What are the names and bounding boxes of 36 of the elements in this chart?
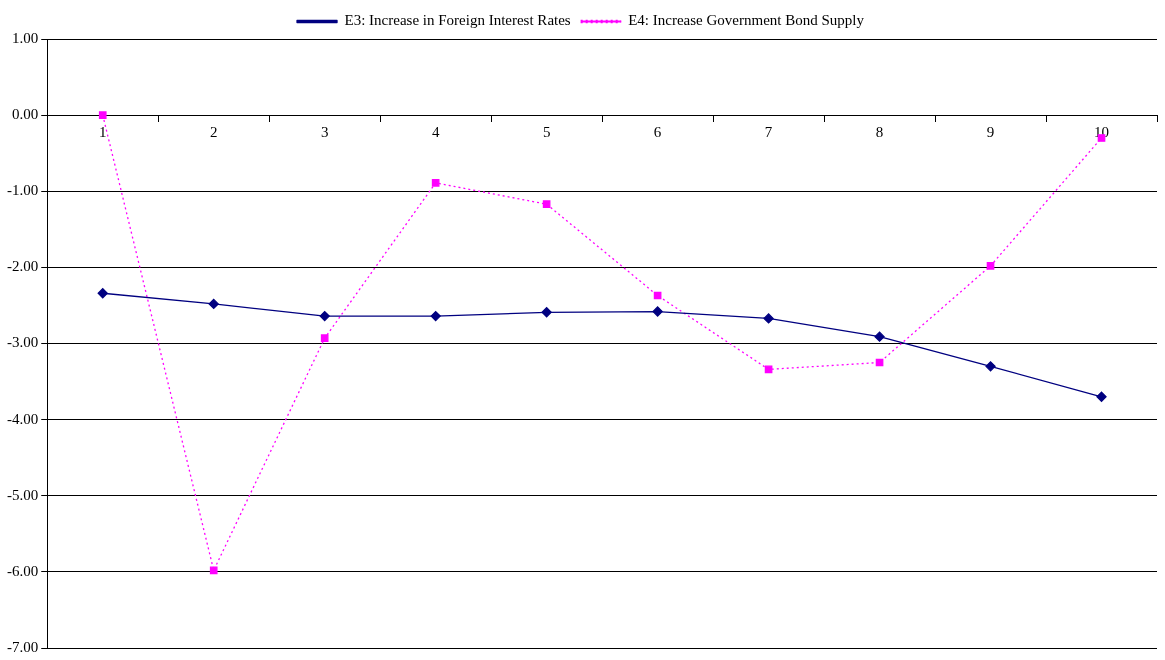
point xyxy=(1096,391,1107,402)
point xyxy=(542,200,551,209)
y-tick-label: -4.00 xyxy=(7,410,39,427)
point xyxy=(652,306,663,317)
legend-label: E3: Increase in Foreign Interest Rates xyxy=(344,12,571,29)
y-tick-label: -1.00 xyxy=(7,182,39,199)
x-tick-label: 2 xyxy=(209,124,218,141)
x-tick-label: 8 xyxy=(875,124,884,141)
point xyxy=(320,334,329,342)
point xyxy=(97,288,108,299)
x-tick-label: 6 xyxy=(653,124,662,141)
x-tick-label: 9 xyxy=(986,124,995,141)
point xyxy=(430,310,441,322)
y-tick-label: -7.00 xyxy=(7,638,39,655)
y-tick-label: -6.00 xyxy=(7,562,39,579)
point xyxy=(985,361,996,372)
legend-label: E4: Increase Government Bond Supply xyxy=(628,12,865,29)
point xyxy=(431,179,440,187)
point xyxy=(208,298,219,310)
x-tick-label: 1 xyxy=(98,124,107,141)
point xyxy=(986,262,995,270)
y-tick-label: 1.00 xyxy=(12,29,39,46)
y-tick-label: -2.00 xyxy=(7,258,39,275)
point xyxy=(874,331,885,342)
y-tick-label: -5.00 xyxy=(7,486,39,503)
x-tick-label: 4 xyxy=(431,124,440,141)
x-tick-label: 7 xyxy=(764,124,773,141)
point xyxy=(541,307,552,318)
x-tick-label: 3 xyxy=(320,124,329,141)
y-tick-label: 0.00 xyxy=(12,106,39,123)
point xyxy=(763,313,774,324)
x-tick-label: 5 xyxy=(542,124,551,141)
y-tick-label: -3.00 xyxy=(7,334,39,351)
point xyxy=(98,111,107,119)
point xyxy=(319,310,330,322)
point xyxy=(209,566,218,575)
